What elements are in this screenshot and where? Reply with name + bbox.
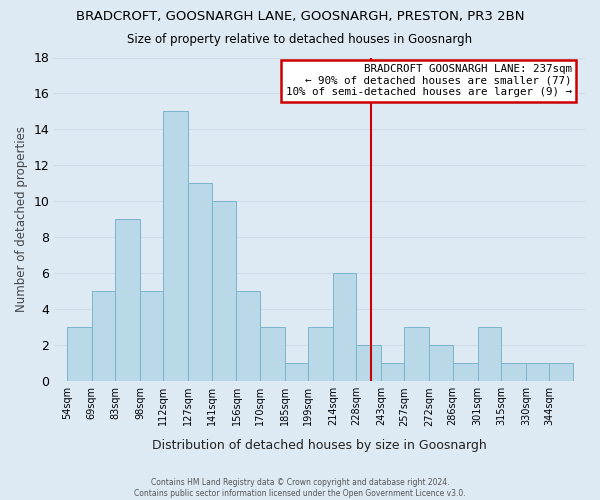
Bar [549,364,572,381]
Bar [236,292,260,381]
Bar [430,346,453,381]
Bar [163,112,188,381]
Text: Contains HM Land Registry data © Crown copyright and database right 2024.
Contai: Contains HM Land Registry data © Crown c… [134,478,466,498]
Bar [308,328,333,381]
Bar [92,292,115,381]
Bar [140,292,163,381]
Bar [67,328,92,381]
Bar [356,346,381,381]
Bar [404,328,430,381]
Bar [333,274,356,381]
Bar [188,184,212,381]
Bar [381,364,404,381]
Bar [501,364,526,381]
Bar [115,220,140,381]
Bar [453,364,478,381]
Bar [212,202,236,381]
Bar [478,328,501,381]
Bar [526,364,549,381]
Text: BRADCROFT GOOSNARGH LANE: 237sqm
← 90% of detached houses are smaller (77)
10% o: BRADCROFT GOOSNARGH LANE: 237sqm ← 90% o… [286,64,572,97]
Y-axis label: Number of detached properties: Number of detached properties [15,126,28,312]
Text: BRADCROFT, GOOSNARGH LANE, GOOSNARGH, PRESTON, PR3 2BN: BRADCROFT, GOOSNARGH LANE, GOOSNARGH, PR… [76,10,524,23]
Text: Size of property relative to detached houses in Goosnargh: Size of property relative to detached ho… [127,32,473,46]
Bar [285,364,308,381]
Bar [260,328,285,381]
X-axis label: Distribution of detached houses by size in Goosnargh: Distribution of detached houses by size … [152,440,487,452]
